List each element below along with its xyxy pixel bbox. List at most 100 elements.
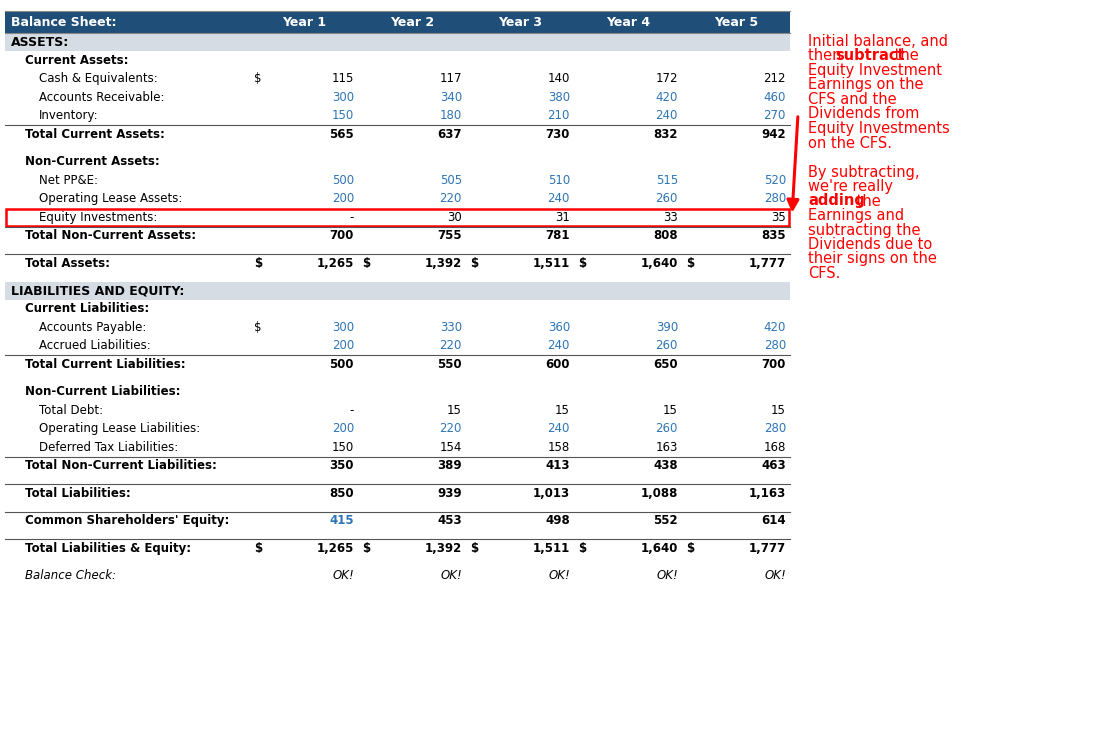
Text: 1,777: 1,777	[749, 257, 786, 270]
Text: 463: 463	[762, 459, 786, 472]
Text: 180: 180	[439, 109, 461, 122]
Text: OK!: OK!	[440, 569, 461, 583]
Text: 200: 200	[331, 192, 354, 205]
Bar	[6, 209, 789, 225]
Text: Initial balance, and: Initial balance, and	[808, 34, 948, 49]
Bar	[6, 33, 790, 51]
Text: Equity Investment: Equity Investment	[808, 63, 942, 78]
Text: 1,163: 1,163	[749, 487, 786, 500]
Text: CFS.: CFS.	[808, 266, 840, 281]
Text: Accounts Payable:: Accounts Payable:	[39, 321, 147, 334]
Text: 260: 260	[656, 423, 678, 435]
Text: Total Current Assets:: Total Current Assets:	[25, 128, 164, 141]
Text: 115: 115	[331, 72, 354, 86]
Text: 1,392: 1,392	[425, 542, 461, 555]
Text: Inventory:: Inventory:	[39, 109, 98, 122]
Text: 260: 260	[656, 339, 678, 352]
Text: Total Non-Current Assets:: Total Non-Current Assets:	[25, 229, 197, 243]
Text: 158: 158	[548, 440, 570, 454]
Text: 730: 730	[545, 128, 570, 141]
Text: $: $	[362, 257, 370, 270]
Text: 438: 438	[654, 459, 678, 472]
Text: -: -	[350, 404, 354, 417]
Text: Year 3: Year 3	[498, 16, 542, 28]
Text: Total Non-Current Liabilities:: Total Non-Current Liabilities:	[25, 459, 216, 472]
Text: subtracting the: subtracting the	[808, 222, 921, 237]
Text: Operating Lease Liabilities:: Operating Lease Liabilities:	[39, 423, 200, 435]
Text: adding: adding	[808, 193, 864, 208]
Text: Dividends from: Dividends from	[808, 106, 920, 121]
Text: 150: 150	[331, 109, 354, 122]
Text: 550: 550	[437, 358, 461, 371]
Text: 212: 212	[764, 72, 786, 86]
Text: we're really: we're really	[808, 179, 893, 194]
Text: 280: 280	[764, 423, 786, 435]
Text: 15: 15	[771, 404, 786, 417]
Text: Current Assets:: Current Assets:	[25, 54, 128, 67]
Text: 300: 300	[332, 91, 354, 103]
Text: 340: 340	[439, 91, 461, 103]
Text: 413: 413	[545, 459, 570, 472]
Text: $: $	[254, 72, 262, 86]
Text: their signs on the: their signs on the	[808, 251, 937, 266]
Text: Equity Investments:: Equity Investments:	[39, 211, 158, 224]
Text: 808: 808	[654, 229, 678, 243]
Text: 505: 505	[439, 174, 461, 187]
Text: Total Liabilities:: Total Liabilities:	[25, 487, 130, 500]
Text: 31: 31	[555, 211, 570, 224]
Text: 240: 240	[656, 109, 678, 122]
Text: $: $	[470, 542, 478, 555]
Text: Current Liabilities:: Current Liabilities:	[25, 302, 149, 315]
Text: 35: 35	[772, 211, 786, 224]
Text: 565: 565	[329, 128, 354, 141]
Text: 270: 270	[764, 109, 786, 122]
Text: 240: 240	[548, 339, 570, 352]
Text: Year 2: Year 2	[390, 16, 434, 28]
Text: 1,640: 1,640	[640, 542, 678, 555]
Text: 1,265: 1,265	[317, 257, 354, 270]
Text: 150: 150	[331, 440, 354, 454]
Text: 520: 520	[764, 174, 786, 187]
Text: 389: 389	[437, 459, 461, 472]
Text: 390: 390	[656, 321, 678, 334]
Text: 33: 33	[664, 211, 678, 224]
Text: 117: 117	[439, 72, 461, 86]
Text: subtract: subtract	[836, 48, 905, 63]
Text: the: the	[890, 48, 919, 63]
Text: Balance Check:: Balance Check:	[25, 569, 116, 583]
Text: OK!: OK!	[656, 569, 678, 583]
Text: OK!: OK!	[549, 569, 570, 583]
Text: $: $	[470, 257, 478, 270]
Text: Total Current Liabilities:: Total Current Liabilities:	[25, 358, 185, 371]
Text: 510: 510	[548, 174, 570, 187]
Bar	[6, 11, 790, 33]
Text: 260: 260	[656, 192, 678, 205]
Text: Deferred Tax Liabilities:: Deferred Tax Liabilities:	[39, 440, 178, 454]
Text: 1,511: 1,511	[533, 542, 570, 555]
Text: Year 5: Year 5	[714, 16, 758, 28]
Bar	[6, 281, 790, 300]
Text: Total Assets:: Total Assets:	[25, 257, 110, 270]
Text: 220: 220	[439, 192, 461, 205]
Text: $: $	[362, 542, 370, 555]
Text: 280: 280	[764, 192, 786, 205]
Text: 220: 220	[439, 339, 461, 352]
Text: 460: 460	[764, 91, 786, 103]
Text: 420: 420	[656, 91, 678, 103]
Text: 300: 300	[332, 321, 354, 334]
Text: Total Liabilities & Equity:: Total Liabilities & Equity:	[25, 542, 191, 555]
Text: Equity Investments: Equity Investments	[808, 121, 949, 136]
Text: 614: 614	[762, 514, 786, 527]
Text: 15: 15	[664, 404, 678, 417]
Text: OK!: OK!	[764, 569, 786, 583]
Text: 240: 240	[548, 192, 570, 205]
Text: 1,088: 1,088	[640, 487, 678, 500]
Text: Earnings on the: Earnings on the	[808, 77, 924, 92]
Text: Common Shareholders' Equity:: Common Shareholders' Equity:	[25, 514, 230, 527]
Text: Accrued Liabilities:: Accrued Liabilities:	[39, 339, 151, 352]
Text: 420: 420	[764, 321, 786, 334]
Text: $: $	[254, 542, 262, 555]
Text: 600: 600	[545, 358, 570, 371]
Text: 1,392: 1,392	[425, 257, 461, 270]
Text: Accounts Receivable:: Accounts Receivable:	[39, 91, 164, 103]
